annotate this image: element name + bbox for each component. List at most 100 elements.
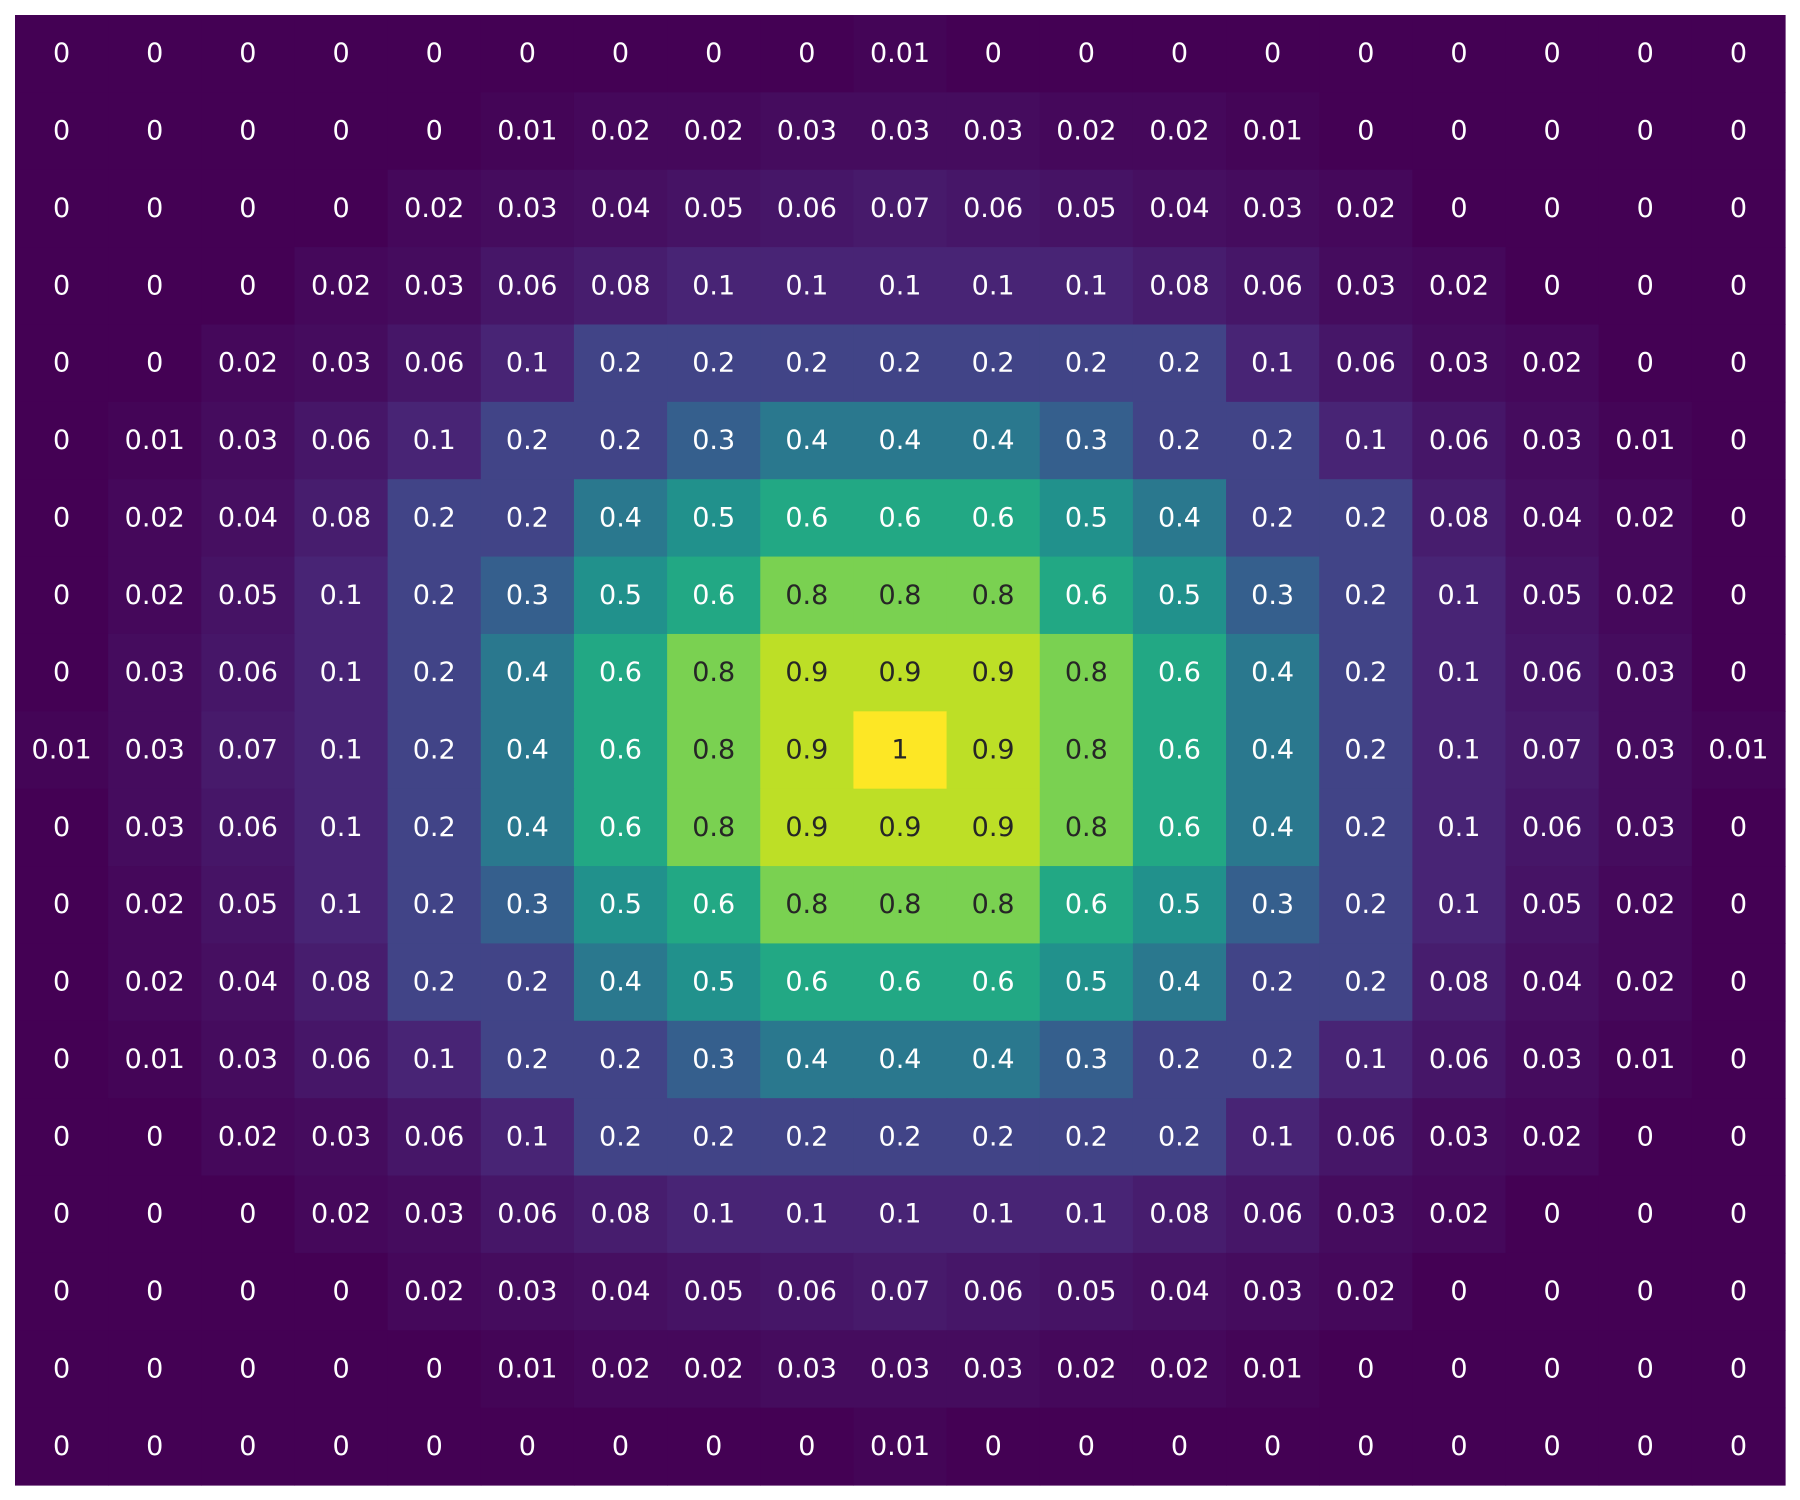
cell-value-label: 0.02 (1429, 270, 1489, 301)
cell-value-label: 0 (53, 1199, 70, 1230)
cell-value-label: 0.02 (1522, 348, 1582, 379)
cell-value-label: 0.4 (1251, 657, 1294, 688)
cell-value-label: 0 (798, 1431, 815, 1462)
cell-value-label: 0.03 (218, 425, 278, 456)
cell-value-label: 0 (1730, 889, 1747, 920)
cell-value-label: 0.4 (1158, 967, 1201, 998)
cell-value-label: 0.05 (1522, 580, 1582, 611)
cell-value-label: 0 (1637, 116, 1654, 147)
cell-value-label: 0.03 (125, 735, 185, 766)
cell-value-label: 0.06 (1336, 348, 1396, 379)
cell-value-label: 0.9 (972, 812, 1015, 843)
cell-value-label: 0 (1544, 1276, 1561, 1307)
cell-value-label: 0.1 (320, 735, 363, 766)
cell-value-label: 0 (1544, 38, 1561, 69)
cell-value-label: 0.06 (963, 193, 1023, 224)
cell-value-label: 0.9 (879, 812, 922, 843)
cell-value-label: 0.6 (972, 502, 1015, 533)
cell-value-label: 0.02 (1522, 1121, 1582, 1152)
cell-value-label: 0.6 (1158, 657, 1201, 688)
cell-value-label: 0.2 (1251, 502, 1294, 533)
cell-value-label: 0.1 (1437, 735, 1480, 766)
cell-value-label: 0.1 (1344, 425, 1387, 456)
cell-value-label: 0 (332, 1431, 349, 1462)
cell-value-label: 0.4 (879, 425, 922, 456)
cell-value-label: 0 (1730, 967, 1747, 998)
cell-value-label: 0.2 (1344, 580, 1387, 611)
cell-value-label: 0.8 (1065, 657, 1108, 688)
cell-value-label: 0 (1730, 657, 1747, 688)
cell-value-label: 0.2 (1251, 1044, 1294, 1075)
cell-value-label: 0.4 (506, 812, 549, 843)
cell-value-label: 0.6 (692, 889, 735, 920)
cell-value-label: 0.05 (218, 889, 278, 920)
cell-value-label: 0.06 (311, 1044, 371, 1075)
cell-value-label: 0.02 (590, 1353, 650, 1384)
cell-value-label: 0.06 (1243, 1199, 1303, 1230)
cell-value-label: 0.02 (1336, 1276, 1396, 1307)
cell-value-label: 0.6 (785, 502, 828, 533)
cell-value-label: 0.5 (599, 889, 642, 920)
cell-value-label: 0.8 (1065, 735, 1108, 766)
cell-value-label: 0 (1730, 1044, 1747, 1075)
cell-value-label: 0.02 (311, 1199, 371, 1230)
cell-value-label: 0.2 (879, 1121, 922, 1152)
cell-value-label: 0.01 (1615, 1044, 1675, 1075)
cell-value-label: 0 (332, 1353, 349, 1384)
cell-value-label: 0.9 (785, 812, 828, 843)
cell-value-label: 0 (239, 1276, 256, 1307)
cell-value-label: 0.01 (497, 1353, 557, 1384)
cell-value-label: 0 (1637, 1199, 1654, 1230)
cell-value-label: 0.1 (1437, 657, 1480, 688)
cell-value-label: 0.07 (870, 1276, 930, 1307)
cell-value-label: 0.03 (125, 812, 185, 843)
cell-value-label: 0.03 (1522, 425, 1582, 456)
cell-value-label: 0 (146, 116, 163, 147)
cell-value-label: 0 (146, 38, 163, 69)
cell-value-label: 0.2 (879, 348, 922, 379)
cell-value-label: 0.9 (785, 735, 828, 766)
cell-value-label: 0.6 (599, 812, 642, 843)
cell-value-label: 0 (146, 270, 163, 301)
cell-value-label: 0.2 (692, 348, 735, 379)
cell-value-label: 0.2 (506, 425, 549, 456)
cell-value-label: 0.2 (599, 1044, 642, 1075)
cell-value-label: 0 (1637, 1431, 1654, 1462)
cell-value-label: 0 (53, 348, 70, 379)
cell-value-label: 0.1 (1251, 1121, 1294, 1152)
cell-value-label: 0.05 (684, 1276, 744, 1307)
cell-value-label: 0.01 (32, 735, 92, 766)
cell-value-label: 0 (426, 1431, 443, 1462)
cell-value-label: 0.08 (1429, 967, 1489, 998)
cell-value-label: 0 (1078, 1431, 1095, 1462)
cell-value-label: 0 (239, 38, 256, 69)
cell-value-label: 0 (332, 1276, 349, 1307)
cell-value-label: 0 (332, 38, 349, 69)
cell-value-label: 0.1 (320, 657, 363, 688)
cell-value-label: 0.2 (1251, 425, 1294, 456)
cell-value-label: 0.2 (1158, 425, 1201, 456)
cell-value-label: 0.06 (1522, 657, 1582, 688)
cell-value-label: 0.1 (320, 889, 363, 920)
cell-value-label: 0.02 (1149, 1353, 1209, 1384)
cell-value-label: 0 (146, 1276, 163, 1307)
cell-value-label: 0 (1730, 116, 1747, 147)
cell-value-label: 0.01 (125, 425, 185, 456)
cell-value-label: 0.2 (599, 348, 642, 379)
cell-value-label: 0.02 (1615, 502, 1675, 533)
cell-value-label: 0 (1544, 1431, 1561, 1462)
cell-value-label: 0 (1637, 193, 1654, 224)
cell-value-label: 0.03 (777, 1353, 837, 1384)
cell-value-label: 0 (146, 1353, 163, 1384)
cell-value-label: 0 (239, 270, 256, 301)
cell-value-label: 0.07 (218, 735, 278, 766)
cell-value-label: 0.3 (506, 580, 549, 611)
cell-value-label: 0.07 (870, 193, 930, 224)
cell-value-label: 0 (1450, 1431, 1467, 1462)
cell-value-label: 0.3 (506, 889, 549, 920)
cell-value-label: 0.02 (125, 889, 185, 920)
cell-value-label: 0 (1637, 1353, 1654, 1384)
cell-value-label: 1 (891, 735, 908, 766)
cell-value-label: 0.03 (497, 193, 557, 224)
